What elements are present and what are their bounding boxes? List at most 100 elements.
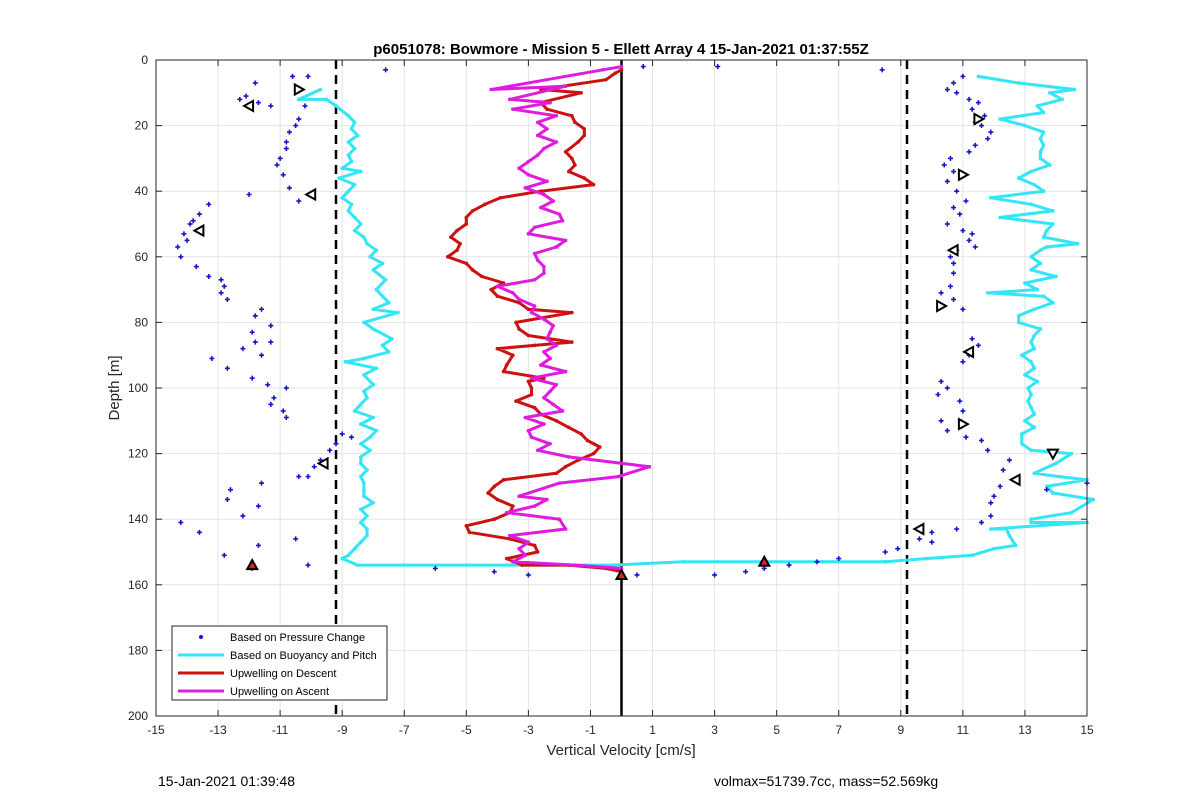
based-on-buoyancy-and-pitch-point [883,560,888,564]
based-on-buoyancy-and-pitch-point [1029,517,1033,521]
based-on-buoyancy-and-pitch-point [340,195,345,200]
triangle-left-marker [304,187,317,202]
triangle-up-marker [614,567,629,580]
pressure-change-point [988,513,994,519]
based-on-buoyancy-and-pitch-point [346,140,351,144]
upwelling-on-ascent-point [529,435,534,440]
upwelling-on-ascent-point [548,356,552,361]
based-on-buoyancy-and-pitch-point [1035,287,1040,292]
based-on-buoyancy-and-pitch-point [1032,346,1037,351]
triangle-right-marker [957,168,970,182]
based-on-buoyancy-and-pitch-point [1007,533,1012,538]
pressure-change-point [240,346,246,352]
triangle-up-marker [757,554,771,567]
based-on-buoyancy-and-pitch-point [1023,419,1027,423]
upwelling-on-ascent-point [526,540,531,544]
upwelling-on-descent-point [526,379,531,384]
pressure-change-point [960,306,966,312]
based-on-buoyancy-and-pitch-point [1026,386,1030,390]
based-on-buoyancy-and-pitch-point [359,402,363,407]
upwelling-on-descent-point [495,497,500,502]
pressure-change-point [941,162,947,168]
upwelling-on-descent-point [489,287,493,292]
pressure-change-point [978,123,984,129]
pressure-change-point [283,139,289,145]
upwelling-on-descent-point [511,504,515,508]
based-on-buoyancy-and-pitch-point [1038,150,1043,154]
pressure-change-point [224,296,230,302]
triangle-left-marker [316,456,329,471]
based-on-buoyancy-and-pitch-point [324,97,329,102]
upwelling-on-ascent-point [517,546,521,551]
based-on-buoyancy-and-pitch-point [1032,307,1037,312]
upwelling-on-descent-point [470,209,475,213]
upwelling-on-ascent-point [526,428,531,433]
pressure-change-point [935,392,941,398]
legend-box [171,625,388,701]
based-on-buoyancy-and-pitch-point [362,320,366,325]
upwelling-on-ascent-point [539,363,543,367]
pressure-change-point [997,483,1003,489]
pressure-change-point [960,359,966,365]
pressure-change-point [951,169,957,175]
pressure-change-point [255,100,261,106]
y-tick-label: 60 [135,250,149,264]
based-on-buoyancy-and-pitch-point [352,546,357,551]
pressure-change-point [966,96,972,102]
based-on-buoyancy-and-pitch-point [1032,471,1037,476]
pressure-change-point [196,211,202,217]
pressure-change-point [951,260,957,266]
upwelling-on-ascent-point [548,389,552,394]
based-on-buoyancy-and-pitch-point [346,113,351,118]
based-on-buoyancy-and-pitch-point [355,133,360,138]
upwelling-on-ascent-point [532,304,537,308]
upwelling-on-ascent-point [495,284,500,289]
upwelling-on-descent-point [486,491,490,495]
upwelling-on-descent-point [492,517,497,521]
pressure-change-point [786,562,792,568]
y-tick-label: 180 [128,643,148,657]
based-on-buoyancy-and-pitch-point [1032,412,1037,417]
pressure-change-point [259,352,265,358]
upwelling-on-descent-point [579,91,583,95]
pressure-change-point [178,519,184,525]
pressure-change-point [712,572,718,578]
based-on-buoyancy-and-pitch-point [1051,209,1055,213]
upwelling-on-descent-point [573,120,577,125]
based-on-buoyancy-and-pitch-point [923,556,928,561]
based-on-buoyancy-and-pitch-point [365,514,369,518]
upwelling-on-descent-point [573,163,577,167]
pressure-change-point [184,237,190,243]
upwelling-on-ascent-point [542,271,546,276]
based-on-buoyancy-and-pitch-point [1032,333,1037,338]
x-axis-title: Vertical Velocity [cm/s] [546,742,695,759]
based-on-buoyancy-and-pitch-point [371,415,376,420]
based-on-buoyancy-and-pitch-point [346,209,351,213]
pressure-change-point [237,96,243,102]
upwelling-on-descent-point [570,156,574,161]
upwelling-on-descent-point [467,530,472,535]
based-on-buoyancy-and-pitch-point [386,350,391,354]
based-on-buoyancy-and-pitch-point [1047,91,1052,95]
based-on-buoyancy-and-pitch-point [1038,261,1043,266]
pressure-change-point [954,188,960,194]
upwelling-on-ascent-point [511,291,515,295]
pressure-change-point [339,431,345,437]
upwelling-on-ascent-point [532,277,537,282]
pressure-change-point [969,231,975,237]
upwelling-on-descent-point [570,310,574,315]
upwelling-on-ascent-point [548,100,552,105]
x-tick-label: -1 [585,723,596,737]
legend-label-based-on-pressure-change: Based on Pressure Change [230,632,365,644]
upwelling-on-ascent-point [545,127,549,131]
pressure-change-point [240,513,246,519]
based-on-buoyancy-and-pitch-point [1038,156,1043,161]
triangle-right-marker [936,299,949,313]
pressure-change-point [432,565,438,571]
x-tick-label: -9 [337,723,348,737]
pressure-change-point [960,408,966,414]
based-on-buoyancy-and-pitch-point [1051,222,1055,226]
upwelling-on-descent-point [514,320,518,325]
series-layer [175,64,1096,578]
based-on-buoyancy-and-pitch-point [352,215,357,220]
